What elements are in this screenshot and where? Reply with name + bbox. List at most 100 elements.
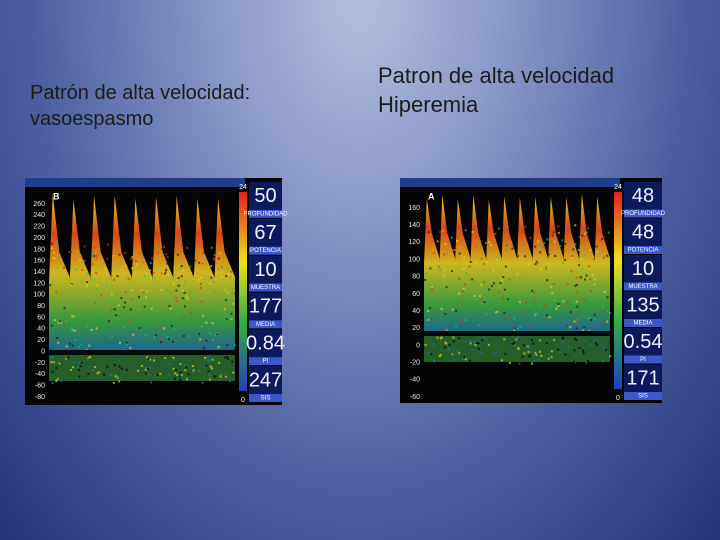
spectral-noise [579,276,582,279]
axis-label: 80 [412,274,420,281]
readout-box [624,255,662,283]
spectral-noise [198,368,201,371]
readout-box [624,218,662,246]
spectral-noise [167,273,170,276]
spectral-noise [569,311,572,314]
spectral-noise [601,306,604,309]
spectral-noise [575,312,578,315]
axis-label: 240 [33,212,45,219]
spectral-noise [592,282,595,285]
spectral-noise [51,308,54,311]
spectral-noise [431,240,434,243]
spectral-noise [166,289,169,292]
spectral-noise [83,259,86,262]
spectral-noise [528,355,531,358]
spectral-noise [462,289,465,292]
spectral-noise [432,343,435,346]
readout-box [249,255,282,284]
spectral-noise [492,352,495,355]
spectral-noise [213,375,216,378]
readout-label-box [624,355,662,364]
readout-box [624,328,662,356]
spectral-noise [518,301,521,304]
spectral-noise [539,251,542,254]
spectral-noise [471,278,474,281]
spectral-noise [458,292,461,295]
spectral-noise [141,290,144,293]
spectral-noise [458,277,461,280]
spectral-noise [453,248,456,251]
spectral-noise [513,329,516,332]
spectral-noise [431,285,434,288]
spectral-noise [573,320,576,323]
spectral-noise [445,286,448,289]
spectral-noise [71,344,74,347]
spectral-noise [209,282,212,285]
spectral-noise [513,341,516,344]
spectral-noise [481,339,484,342]
spectral-noise [464,358,467,361]
spectral-noise [578,346,581,349]
title-line: Hiperemia [378,91,479,117]
spectral-noise [120,297,123,300]
spectral-noise [207,360,210,363]
spectral-noise [213,259,216,262]
spectral-noise [76,366,79,369]
spectral-noise [183,305,186,308]
spectral-noise [106,257,109,260]
spectral-noise [70,284,73,287]
spectral-noise [582,352,585,355]
axis-label: 20 [412,325,420,332]
spectral-noise [172,367,175,370]
axis-label: -60 [35,382,45,389]
spectral-noise [138,327,141,330]
spectral-noise [431,288,434,291]
spectral-noise [554,254,557,257]
readout-box [624,182,662,210]
spectral-noise [508,278,511,281]
spectral-noise [129,346,132,349]
spectral-noise [557,225,560,228]
spectral-noise [182,334,185,337]
spectral-noise [547,357,550,360]
spectral-noise [496,256,499,259]
spectral-noise [571,255,574,258]
spectral-noise [550,285,553,288]
spectral-noise [217,257,220,260]
spectral-noise [116,376,119,379]
spectral-noise [535,313,538,316]
spectral-noise [146,290,149,293]
readout-value: 10 [632,258,654,280]
spectral-noise [473,294,476,297]
spectral-noise [58,362,61,365]
spectral-noise [552,231,555,234]
spectral-noise [181,297,184,300]
spectral-noise [531,339,534,342]
spectral-noise [438,354,441,357]
spectral-noise [583,326,586,329]
spectral-noise [118,365,121,368]
spectral-noise [537,240,540,243]
spectral-noise [69,342,72,345]
spectral-noise [589,343,592,346]
spectral-noise [439,353,442,356]
spectral-noise [492,269,495,272]
spectral-noise [609,355,612,358]
readout-value: 50 [254,185,276,207]
spectral-noise [567,283,570,286]
spectral-noise [77,368,80,371]
spectral-noise [68,251,71,254]
spectral-noise [110,308,113,311]
spectral-noise [176,253,179,256]
spectral-noise [596,250,599,253]
spectral-noise [127,277,130,280]
spectral-noise [182,269,185,272]
spectral-noise [183,291,186,294]
spectral-noise [508,361,511,364]
spectral-noise [71,327,74,330]
spectral-noise [210,265,213,268]
spectral-noise [464,340,467,343]
spectral-noise [528,347,531,350]
spectral-noise [479,363,482,366]
spectral-noise [189,312,192,315]
